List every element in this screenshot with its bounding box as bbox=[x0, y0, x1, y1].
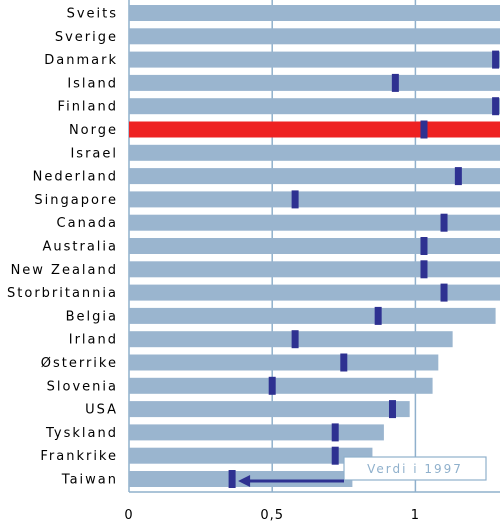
bar bbox=[129, 261, 500, 278]
marker-1997 bbox=[454, 167, 462, 186]
category-label: Irland bbox=[69, 333, 118, 348]
category-label: Belgia bbox=[66, 309, 118, 324]
bar bbox=[129, 121, 500, 138]
bar bbox=[129, 401, 410, 418]
bar bbox=[129, 471, 353, 487]
category-label: Danmark bbox=[44, 53, 118, 68]
category-label: Australia bbox=[42, 240, 118, 255]
category-label: Østerrike bbox=[41, 356, 118, 371]
category-label: Sverige bbox=[55, 30, 118, 45]
annotation-group: Verdi i 1997 bbox=[238, 456, 487, 487]
category-label: Singapore bbox=[34, 193, 118, 208]
x-tick-label: 0,5 bbox=[260, 508, 284, 523]
category-label: Norge bbox=[69, 123, 118, 138]
bar bbox=[129, 331, 453, 348]
markers-1997 bbox=[228, 50, 500, 488]
marker-1997 bbox=[391, 73, 399, 92]
marker-1997 bbox=[331, 446, 339, 465]
annotation-arrowhead bbox=[238, 475, 251, 487]
category-labels: Sveits Sverige Danmark Island Finland Norge Is… bbox=[7, 7, 118, 488]
marker-1997 bbox=[420, 260, 428, 279]
x-tick-labels: 00,511,522,5 bbox=[124, 508, 420, 523]
x-tick-label: 0 bbox=[124, 508, 133, 523]
bar bbox=[129, 214, 500, 231]
bar bbox=[129, 191, 500, 208]
marker-1997 bbox=[291, 330, 299, 349]
category-label: Frankrike bbox=[40, 449, 118, 464]
marker-1997 bbox=[440, 213, 448, 232]
bars bbox=[129, 5, 500, 487]
bar bbox=[129, 284, 500, 301]
bar bbox=[129, 424, 384, 441]
marker-1997 bbox=[492, 50, 500, 69]
marker-1997 bbox=[440, 283, 448, 302]
marker-1997 bbox=[374, 306, 382, 325]
category-label: Nederland bbox=[33, 170, 118, 185]
marker-1997 bbox=[331, 423, 339, 442]
bar bbox=[129, 354, 439, 371]
bar bbox=[129, 168, 500, 185]
bar bbox=[129, 144, 500, 161]
category-label: Finland bbox=[58, 100, 118, 115]
marker-1997 bbox=[420, 237, 428, 255]
category-label: Israel bbox=[70, 146, 118, 161]
category-label: Island bbox=[67, 76, 118, 91]
marker-1997 bbox=[228, 470, 236, 488]
category-label: Storbritannia bbox=[7, 286, 118, 301]
x-tick-label: 1 bbox=[411, 508, 420, 523]
category-label: Taiwan bbox=[61, 473, 118, 488]
bar bbox=[129, 74, 500, 91]
marker-1997 bbox=[340, 353, 348, 372]
annotation-text: Verdi i 1997 bbox=[367, 462, 463, 476]
annotation-box bbox=[343, 456, 487, 481]
bar bbox=[129, 98, 500, 115]
bar bbox=[129, 307, 496, 324]
marker-1997 bbox=[268, 376, 276, 395]
marker-1997 bbox=[388, 400, 396, 419]
category-label: Canada bbox=[57, 216, 118, 231]
bar bbox=[129, 51, 500, 68]
bar bbox=[129, 377, 433, 394]
category-label: Tyskland bbox=[45, 426, 118, 441]
marker-1997 bbox=[492, 97, 500, 116]
marker-1997 bbox=[291, 190, 299, 209]
category-label: New Zealand bbox=[11, 263, 118, 278]
bar bbox=[129, 28, 500, 45]
category-label: Sveits bbox=[67, 7, 118, 22]
bar bbox=[129, 447, 373, 464]
category-label: Slovenia bbox=[47, 379, 118, 394]
marker-1997 bbox=[420, 120, 428, 139]
bar bbox=[129, 5, 500, 21]
category-label: USA bbox=[85, 403, 118, 418]
bar bbox=[129, 238, 500, 254]
